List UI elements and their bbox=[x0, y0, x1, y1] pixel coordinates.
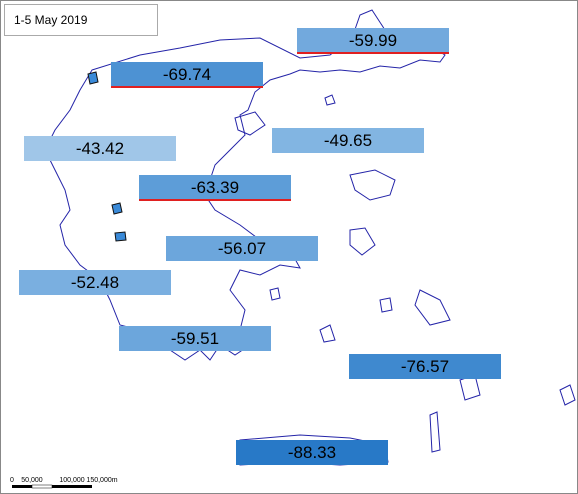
region-label: -56.07 bbox=[218, 239, 266, 258]
region-label: -76.57 bbox=[401, 357, 449, 376]
scale-label: 100,000 bbox=[59, 477, 84, 484]
scale-bar bbox=[12, 484, 92, 489]
region-label: -49.65 bbox=[324, 131, 372, 150]
region-label-box bbox=[111, 62, 263, 87]
title-box bbox=[4, 4, 158, 36]
region-label: -59.51 bbox=[171, 329, 219, 348]
scale-label: 50,000 bbox=[21, 477, 43, 484]
region-label-box bbox=[19, 270, 171, 295]
region-label-box bbox=[272, 128, 424, 153]
region-label: -43.42 bbox=[76, 139, 124, 158]
region-label-box bbox=[24, 136, 176, 161]
scale-label: 0 bbox=[10, 477, 14, 484]
region-label-box bbox=[166, 236, 318, 261]
region-label: -69.74 bbox=[163, 65, 211, 84]
region-label-box bbox=[349, 354, 501, 379]
region-label: -63.39 bbox=[191, 178, 239, 197]
region-label: -59.99 bbox=[349, 31, 397, 50]
region-label-box bbox=[119, 326, 271, 351]
map-title: 1-5 May 2019 bbox=[14, 13, 88, 27]
region-label-box bbox=[297, 28, 449, 53]
scale-label: 150,000m bbox=[86, 477, 117, 484]
region-label: -88.33 bbox=[288, 443, 336, 462]
region-label-box bbox=[139, 175, 291, 200]
region-label: -52.48 bbox=[71, 273, 119, 292]
region-label-box bbox=[236, 440, 388, 465]
